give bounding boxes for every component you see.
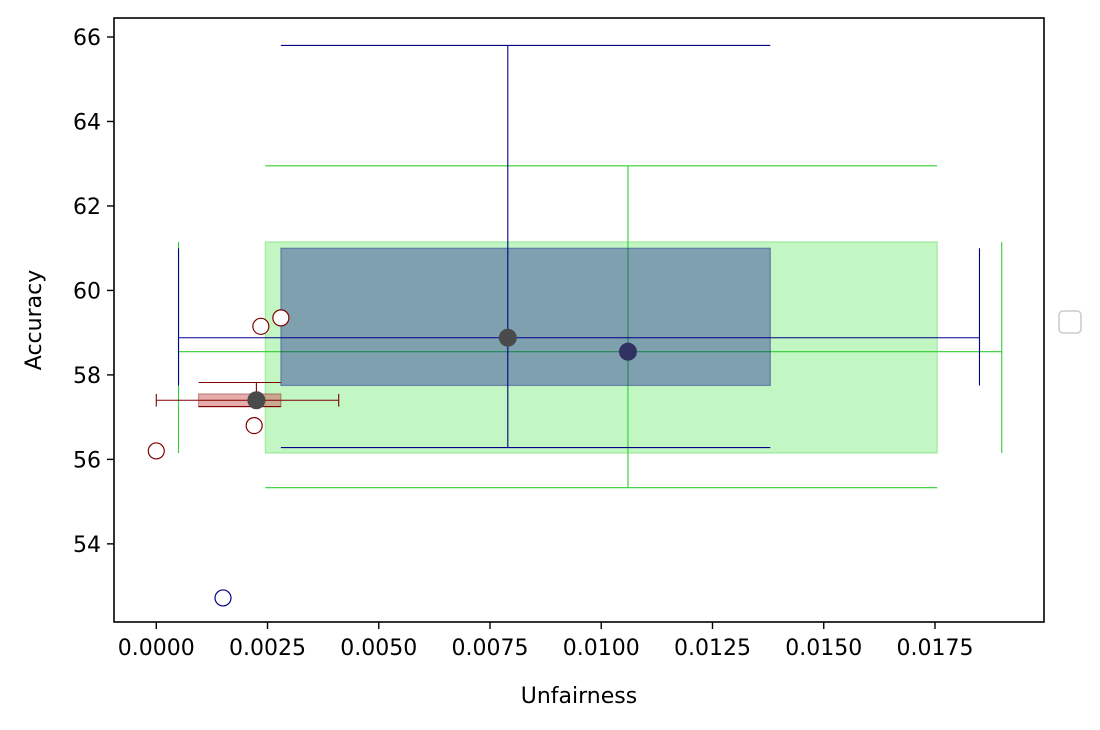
- y-axis-label: Accuracy: [22, 270, 47, 370]
- plot-frame: [113, 17, 1045, 623]
- x-tick-label: 0.0150: [785, 636, 862, 661]
- x-tick-label: 0.0075: [452, 636, 529, 661]
- outlier-point: [214, 589, 232, 607]
- x-tick-label: 0.0000: [118, 636, 195, 661]
- x-tick-label: 0.0175: [896, 636, 973, 661]
- y-tick-label: 64: [73, 110, 101, 135]
- y-tick-label: 62: [73, 195, 101, 220]
- x-tick-label: 0.0100: [563, 636, 640, 661]
- y-axis-ticks: 54 56 58 60 62 64 66: [73, 26, 114, 558]
- x-tick-label: 0.0050: [340, 636, 417, 661]
- mean-point: [247, 391, 266, 410]
- x-axis-ticks: 0.0000 0.0025 0.0050 0.0075 0.0100 0.0125 0.01…: [118, 622, 973, 661]
- mean-point: [498, 328, 517, 347]
- group-0: [177, 165, 1003, 489]
- data-marks: [147, 44, 1003, 607]
- group-1: [177, 44, 981, 607]
- empty-legend-box: [1058, 310, 1082, 334]
- outlier-point: [272, 309, 290, 327]
- spread-box: [280, 247, 771, 387]
- y-tick-label: 66: [73, 26, 101, 51]
- y-tick-label: 58: [73, 364, 101, 389]
- y-tick-label: 60: [73, 279, 101, 304]
- mean-point: [618, 342, 637, 361]
- spread-box: [264, 241, 938, 454]
- x-tick-label: 0.0025: [229, 636, 306, 661]
- y-tick-label: 56: [73, 448, 101, 473]
- outlier-point: [147, 442, 165, 460]
- y-tick-label: 54: [73, 533, 101, 558]
- group-2: [147, 309, 340, 460]
- x-tick-label: 0.0125: [674, 636, 751, 661]
- outlier-point: [252, 317, 270, 335]
- x-axis-label: Unfairness: [521, 684, 637, 709]
- outlier-point: [245, 416, 263, 435]
